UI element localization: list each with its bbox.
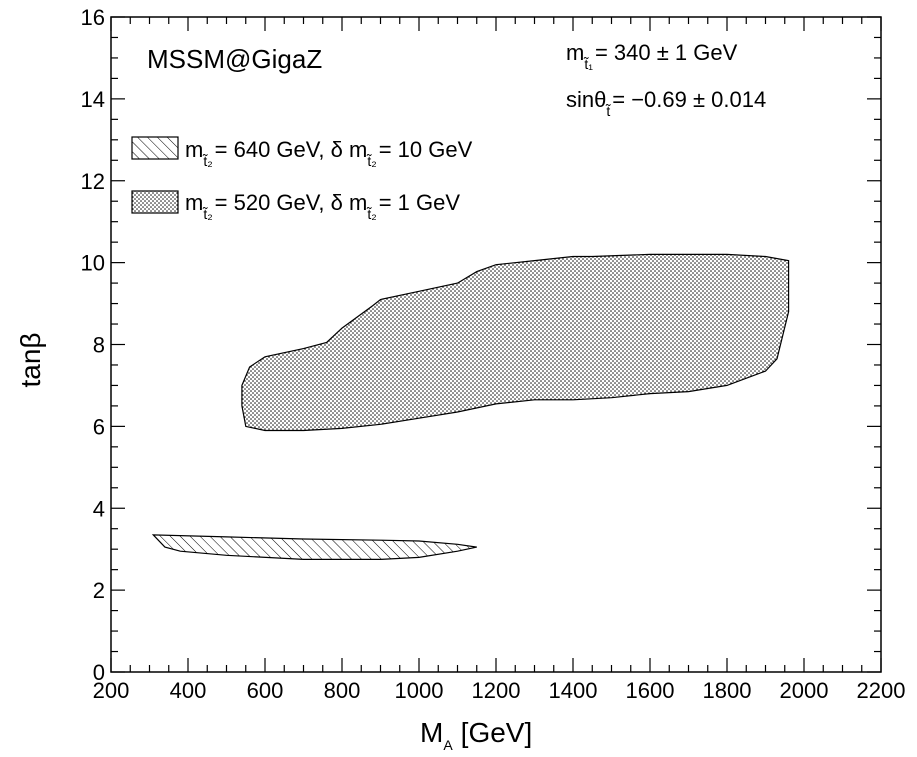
y-tick-label: 4 [93, 496, 105, 521]
legend-swatch-dotted [131, 190, 179, 214]
legend-swatch-hatched [131, 136, 179, 160]
y-tick-label: 2 [93, 578, 105, 603]
x-tick-label: 1800 [703, 678, 752, 703]
x-tick-label: 200 [93, 678, 130, 703]
x-tick-label: 1200 [472, 678, 521, 703]
y-tick-label: 0 [93, 660, 105, 685]
x-tick-label: 600 [247, 678, 284, 703]
x-tick-label: 400 [170, 678, 207, 703]
y-tick-label: 14 [81, 87, 105, 112]
legend-label-hatched: mt̃₂= 640 GeV, δ mt̃₂= 10 GeV [185, 137, 473, 169]
legend-label-dotted: mt̃₂= 520 GeV, δ mt̃₂= 1 GeV [185, 190, 460, 222]
x-tick-label: 800 [324, 678, 361, 703]
region-dotted-mstop2-520 [241, 253, 790, 432]
y-tick-label: 12 [81, 169, 105, 194]
x-axis-title: MA [GeV] [420, 717, 532, 753]
y-tick-label: 10 [81, 251, 105, 276]
mixing-angle-annotation: sinθt̃= −0.69 ± 0.014 [566, 87, 766, 119]
legend: mt̃₂= 640 GeV, δ mt̃₂= 10 GeV mt̃₂= 520 … [131, 136, 473, 222]
y-tick-label: 8 [93, 333, 105, 358]
scenario-label: MSSM@GigaZ [147, 44, 322, 74]
y-tick-label: 16 [81, 5, 105, 30]
x-tick-label: 1600 [626, 678, 675, 703]
x-tick-label: 2000 [780, 678, 829, 703]
y-axis-title: tanβ [15, 332, 46, 387]
x-tick-label: 1000 [395, 678, 444, 703]
stop1-mass-annotation: mt̃₁= 340 ± 1 GeV [566, 40, 738, 72]
y-tick-label: 6 [93, 414, 105, 439]
x-tick-label: 2200 [857, 678, 906, 703]
region-hatched-mstop2-640 [151, 534, 477, 561]
x-tick-label: 1400 [549, 678, 598, 703]
